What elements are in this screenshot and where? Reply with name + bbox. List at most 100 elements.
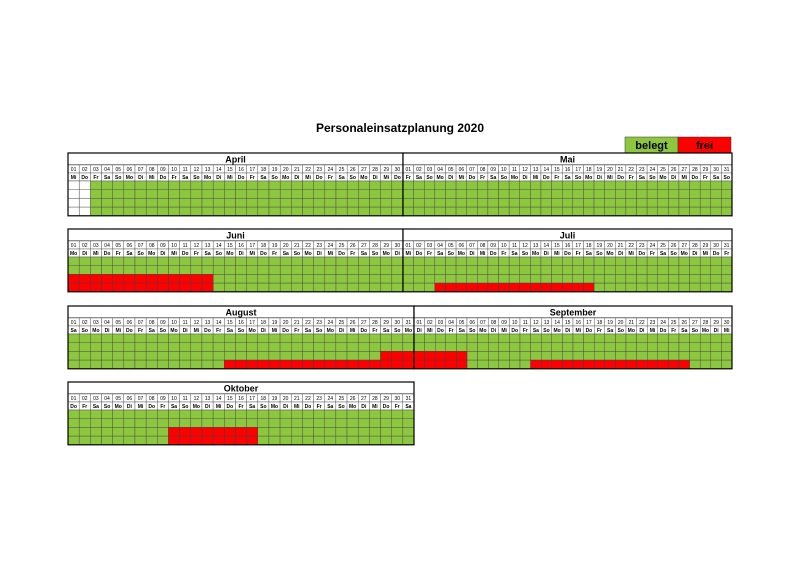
plan-cell [583, 189, 595, 199]
plan-cell [551, 333, 563, 343]
plan-cell [134, 206, 147, 217]
plan-cell [212, 265, 225, 275]
plan-cell [700, 359, 712, 370]
plan-cell [224, 333, 236, 343]
day-number: 01 [417, 320, 423, 326]
plan-cell [625, 274, 637, 284]
plan-cell [699, 180, 711, 190]
plan-cell [657, 333, 669, 343]
plan-cell [551, 198, 563, 208]
day-number: 27 [681, 167, 687, 173]
plan-cell [678, 274, 690, 284]
plan-cell [112, 342, 125, 352]
day-number: 10 [171, 320, 177, 326]
weekday: Mo [458, 251, 465, 257]
plan-cell [646, 198, 658, 208]
plan-cell [466, 333, 478, 343]
plan-cell [369, 256, 381, 266]
status-range [530, 360, 690, 369]
plan-cell [257, 351, 270, 361]
plan-cell [488, 359, 500, 370]
plan-cell [67, 265, 80, 275]
day-number: 20 [283, 320, 289, 326]
weekday: Mo [92, 328, 99, 334]
day-number: 02 [416, 167, 422, 173]
plan-cell [380, 333, 392, 343]
plan-cell [90, 435, 102, 446]
weekday: Do [383, 404, 390, 410]
weekday: Sa [405, 404, 411, 410]
day-number: 28 [372, 396, 378, 402]
plan-cell [413, 282, 425, 293]
plan-cell [413, 198, 425, 208]
weekday: Di [692, 251, 698, 257]
plan-cell [268, 206, 281, 217]
plan-cell [90, 265, 102, 275]
plan-cell [279, 418, 292, 428]
plan-cell [466, 256, 478, 266]
day-number: 14 [216, 167, 222, 173]
plan-cell [508, 256, 520, 266]
plan-cell [268, 435, 281, 446]
plan-cell [90, 206, 102, 217]
day-number: 27 [361, 167, 367, 173]
plan-cell [721, 333, 733, 343]
day-number: 05 [115, 320, 121, 326]
day-number: 22 [639, 320, 645, 326]
plan-cell [615, 265, 627, 275]
block-border [413, 305, 733, 370]
plan-cell [541, 351, 553, 361]
plan-cell [402, 198, 414, 208]
day-number: 14 [216, 243, 222, 249]
plan-cell [112, 359, 125, 370]
plan-cell [625, 198, 637, 208]
plan-cell [402, 274, 414, 284]
weekday: Fr [427, 251, 432, 257]
plan-cell [477, 198, 489, 208]
plan-cell [689, 265, 701, 275]
plan-cell [179, 418, 191, 428]
plan-cell [179, 359, 191, 370]
status-range [414, 360, 467, 369]
day-number: 14 [216, 396, 222, 402]
day-number: 12 [194, 396, 200, 402]
day-number: 01 [71, 396, 77, 402]
weekday: Sa [533, 328, 539, 334]
plan-cell [235, 256, 247, 266]
day-number: 02 [82, 396, 88, 402]
plan-cell [235, 265, 247, 275]
plan-cell [90, 189, 102, 199]
plan-cell [530, 189, 542, 199]
weekday: Di [138, 175, 144, 181]
plan-cell [625, 180, 637, 190]
weekday: Do [260, 251, 267, 257]
plan-cell [498, 180, 510, 190]
plan-cell [710, 274, 722, 284]
plan-cell [157, 198, 169, 208]
plan-cell [380, 256, 393, 266]
plan-cell [668, 351, 680, 361]
plan-cell [508, 198, 520, 208]
weekday: Fr [328, 175, 333, 181]
weekday: So [618, 328, 624, 334]
plan-cell [324, 198, 337, 208]
plan-cell [268, 409, 281, 419]
plan-cell [678, 333, 690, 343]
weekday: Do [469, 175, 476, 181]
plan-cell [78, 256, 91, 266]
plan-cell [112, 351, 125, 361]
status-range [68, 274, 214, 284]
weekday: Sa [639, 175, 645, 181]
weekday: Sa [713, 175, 719, 181]
plan-cell [519, 206, 531, 217]
plan-cell [413, 274, 425, 284]
day-number: 20 [618, 320, 624, 326]
weekday: Mi [459, 175, 465, 181]
plan-cell [357, 333, 370, 343]
plan-cell [413, 256, 425, 266]
day-number: 06 [127, 320, 133, 326]
day-number: 12 [522, 167, 528, 173]
plan-cell [279, 198, 292, 208]
plan-cell [424, 342, 436, 352]
month-name: April [225, 154, 246, 164]
